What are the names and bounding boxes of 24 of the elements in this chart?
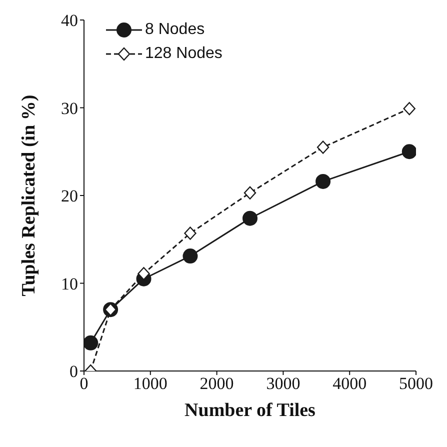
point [316,174,331,189]
x-tick-label: 2000 [200,374,234,394]
y-tick-label: 10 [61,274,78,294]
y-tick-label: 40 [61,11,78,30]
point [182,248,198,264]
x-tick-label: 1000 [133,374,168,394]
legend-label: 8 Nodes [145,21,205,39]
point [242,210,258,226]
legend-label: 128 Nodes [145,45,222,63]
point [403,102,416,116]
point [244,186,256,200]
point [402,144,416,160]
point [138,266,150,280]
x-tick-label: 5000 [399,374,433,394]
y-tick-label: 30 [61,98,78,118]
y-tick-label: 20 [61,186,78,206]
y-axis-title: Tuples Replicated (in %) [18,94,40,296]
x-axis-title: Number of Tiles [184,400,316,421]
point [84,335,98,350]
x-tick-label: 4000 [332,374,367,394]
point [184,226,196,240]
y-tick-label: 0 [70,362,78,382]
point [316,140,330,154]
x-tick-label: 3000 [266,374,300,394]
